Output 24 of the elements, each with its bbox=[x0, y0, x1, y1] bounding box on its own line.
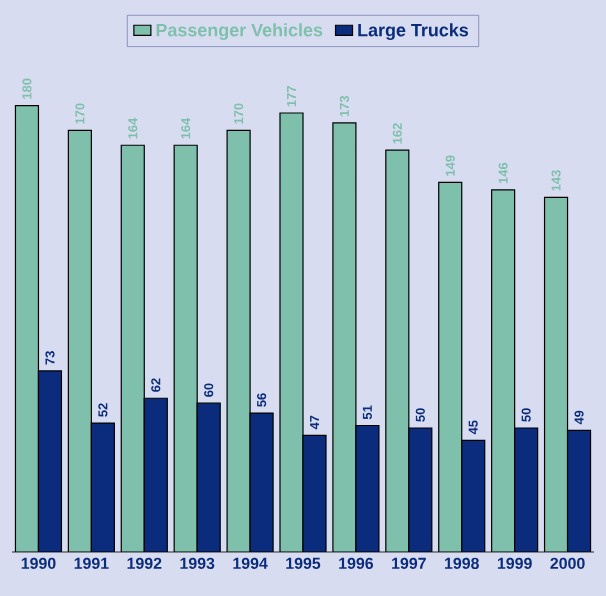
bar bbox=[68, 130, 92, 552]
legend-label: Passenger Vehicles bbox=[156, 23, 323, 41]
bar bbox=[144, 398, 168, 552]
bar bbox=[91, 423, 115, 552]
bar bbox=[280, 113, 303, 552]
bar bbox=[461, 440, 485, 552]
bar bbox=[355, 425, 379, 552]
bar bbox=[514, 427, 538, 552]
bar bbox=[197, 403, 221, 552]
bar bbox=[227, 130, 251, 552]
legend-label: Large Trucks bbox=[358, 23, 469, 41]
bar bbox=[121, 145, 145, 552]
bar bbox=[332, 122, 356, 552]
bar bbox=[408, 427, 432, 552]
bar bbox=[543, 196, 569, 552]
bar bbox=[38, 370, 62, 552]
bar bbox=[491, 189, 515, 552]
bar bbox=[15, 105, 39, 552]
bar bbox=[385, 150, 409, 552]
bar bbox=[438, 182, 462, 552]
bar bbox=[566, 429, 592, 552]
bar bbox=[174, 145, 198, 552]
bar bbox=[303, 435, 326, 552]
bar bbox=[250, 413, 274, 552]
